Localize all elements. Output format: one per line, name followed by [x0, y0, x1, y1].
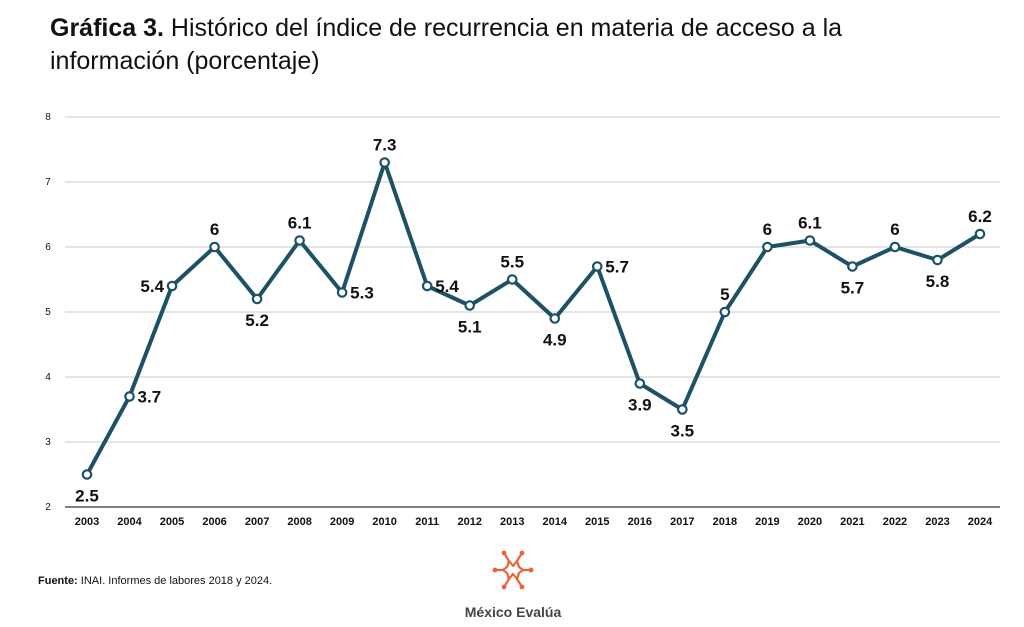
x-tick-label: 2015 [585, 516, 609, 528]
data-label: 5.8 [926, 272, 950, 291]
data-label: 5.7 [605, 258, 629, 277]
data-label: 5.3 [350, 284, 374, 303]
x-tick-label: 2010 [372, 516, 396, 528]
chart-title-prefix: Gráfica 3. [50, 14, 164, 42]
y-tick-label: 8 [45, 112, 51, 123]
data-label: 5.1 [458, 318, 482, 337]
x-tick-label: 2023 [925, 516, 949, 528]
chart-title-text: Histórico del índice de recurrencia en m… [50, 14, 843, 75]
source-note: Fuente: INAI. Informes de labores 2018 y… [38, 575, 272, 587]
data-point [847, 261, 858, 272]
data-point [294, 235, 305, 246]
data-point [804, 235, 816, 246]
data-point [932, 254, 943, 266]
data-point [421, 280, 433, 292]
logo-text: México Evalúa [464, 604, 562, 620]
data-point [209, 241, 220, 253]
series-line [85, 160, 982, 477]
x-tick-label: 2016 [628, 516, 652, 528]
data-label: 6 [890, 220, 899, 239]
data-point [719, 306, 731, 318]
x-tick-label: 2008 [287, 516, 311, 528]
data-point [591, 261, 603, 272]
data-label: 6.2 [968, 207, 992, 226]
x-tick-label: 2021 [840, 516, 864, 528]
data-label: 5.7 [841, 279, 865, 298]
data-point [677, 404, 688, 415]
x-tick-label: 2007 [245, 516, 269, 528]
line-chart: 2 3 4 5 6 7 8 2003 2004 2005 2006 2007 2008 2009 2010 2… [45, 112, 1000, 528]
x-tick-label: 2017 [670, 516, 694, 528]
x-tick-label: 2005 [160, 516, 184, 528]
x-tick-label: 2011 [415, 516, 439, 528]
x-tick-label: 2024 [968, 516, 993, 528]
source-label: Fuente: [38, 575, 78, 587]
y-tick-label: 2 [45, 502, 51, 513]
data-point [549, 313, 561, 324]
data-label: 6.1 [798, 214, 822, 233]
source-text: INAI. Informes de labores 2018 y 2024. [80, 575, 273, 587]
x-tick-label: 2012 [457, 516, 481, 528]
data-label: 3.5 [671, 422, 695, 441]
x-tick-label: 2003 [75, 516, 99, 528]
data-label: 6.1 [288, 214, 312, 233]
x-tick-label: 2022 [883, 516, 907, 528]
mexico-evalua-star-logo-icon [492, 550, 534, 590]
data-point [889, 241, 901, 253]
data-label: 5.4 [435, 277, 459, 296]
data-label: 5 [720, 285, 729, 304]
y-tick-label: 7 [45, 177, 51, 188]
y-tick-label: 6 [45, 242, 51, 253]
data-point [634, 378, 646, 389]
data-label: 3.7 [138, 388, 162, 407]
logo: México Evalúa [458, 548, 568, 624]
x-tick-label: 2013 [500, 516, 524, 528]
data-point [251, 293, 263, 305]
x-tick-label: 2019 [755, 516, 779, 528]
x-tick-label: 2004 [117, 516, 142, 528]
data-point [974, 228, 986, 240]
data-label: 7.3 [373, 136, 397, 155]
y-tick-label: 4 [45, 372, 51, 383]
data-label: 2.5 [75, 487, 99, 506]
y-tick-label: 5 [45, 307, 51, 318]
data-label: 5.2 [245, 311, 269, 330]
data-point [506, 274, 518, 285]
y-tick-label: 3 [45, 437, 51, 448]
data-point [166, 280, 178, 292]
data-label: 6 [763, 220, 772, 239]
data-point [379, 157, 390, 168]
x-tick-label: 2006 [202, 516, 226, 528]
data-point [81, 469, 93, 480]
x-tick-label: 2009 [330, 516, 354, 528]
data-point [464, 300, 476, 311]
data-label: 5.5 [500, 253, 524, 272]
data-label: 6 [210, 220, 219, 239]
x-tick-label: 2018 [713, 516, 737, 528]
data-point [762, 241, 773, 253]
x-tick-label: 2020 [798, 516, 822, 528]
data-point [124, 391, 135, 402]
data-label: 3.9 [628, 396, 652, 415]
chart-title: Gráfica 3. Histórico del índice de recur… [50, 12, 930, 78]
data-label: 4.9 [543, 331, 567, 350]
data-point [336, 287, 348, 298]
data-label: 5.4 [140, 277, 164, 296]
x-tick-label: 2014 [543, 516, 568, 528]
